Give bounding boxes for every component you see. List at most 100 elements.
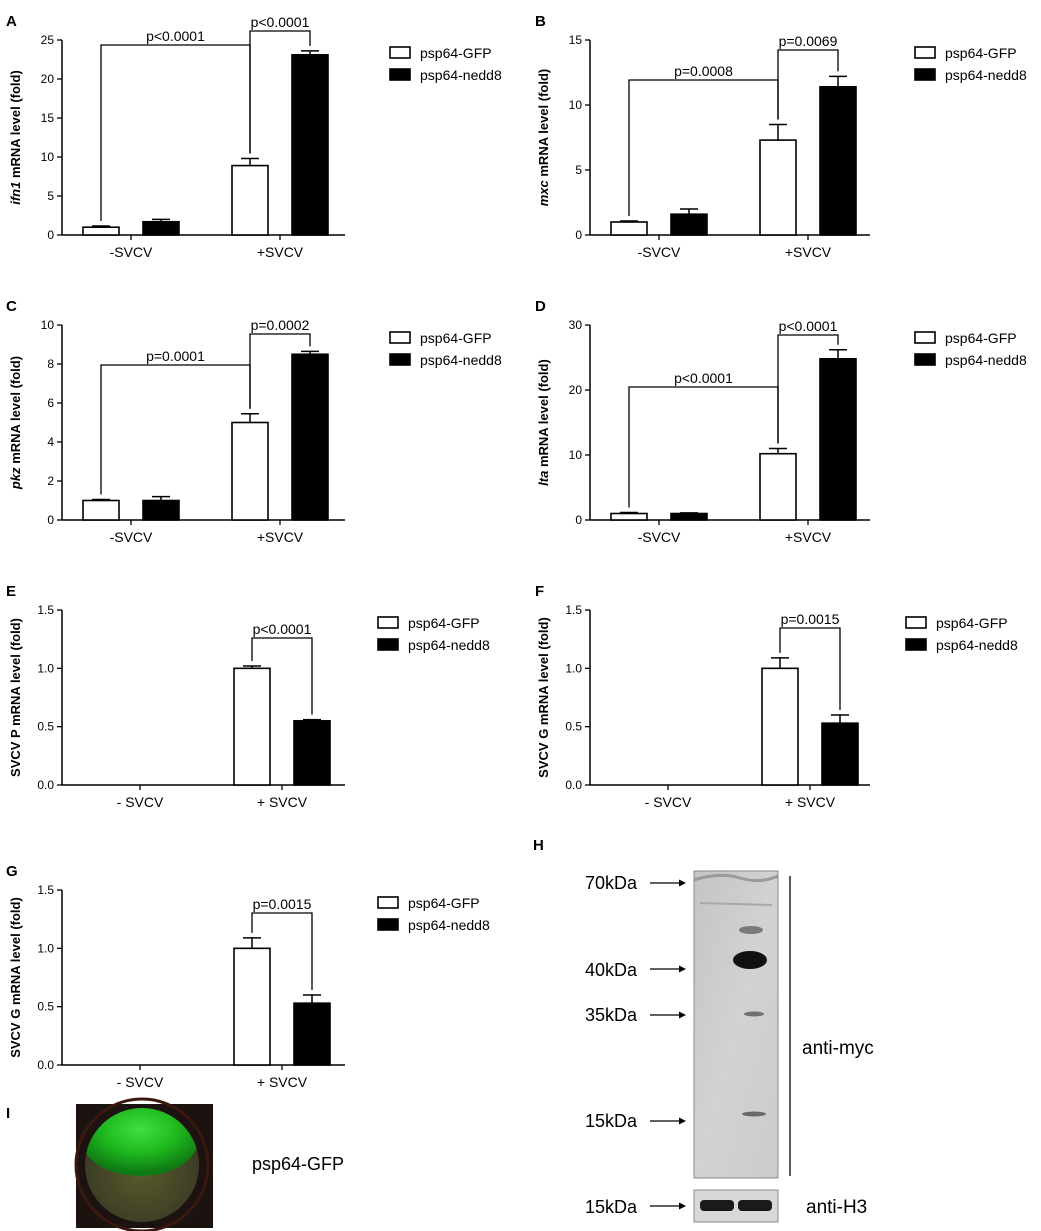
- legend-swatch: [377, 638, 399, 651]
- x-tick-label: -SVCV: [110, 244, 153, 260]
- panel-letter: C: [6, 298, 17, 315]
- y-tick-label: 0.5: [565, 720, 582, 734]
- blot-membrane: [693, 870, 779, 1179]
- arrow-head-icon: [679, 1011, 686, 1019]
- p-value-label: p=0.0001: [146, 348, 205, 364]
- panel-letter-h: H: [533, 837, 544, 854]
- significance-bracket: [777, 49, 839, 120]
- x-tick-label: +SVCV: [257, 244, 304, 260]
- panel-letter: F: [535, 583, 544, 600]
- legend-swatch: [377, 918, 399, 931]
- y-tick-label: 0.0: [37, 778, 54, 792]
- chart-panel-c: C 0 2 4 6 8 10 pkz mRNA level (fold) -SVCV +SVCV p…: [6, 298, 502, 545]
- significance-bracket: [100, 364, 251, 495]
- y-tick-label: 1.5: [37, 603, 54, 617]
- x-tick-label: + SVCV: [257, 794, 308, 810]
- bar: [293, 720, 331, 786]
- blot-band-70: [699, 902, 773, 906]
- y-tick-label: 20: [41, 72, 55, 86]
- loading-label-anti-h3: anti-H3: [806, 1197, 867, 1218]
- chorion-ring: [74, 1097, 210, 1231]
- blot-marker-40: 40kDa: [585, 960, 686, 980]
- significance-bracket: [251, 912, 313, 990]
- y-tick-label: 0: [47, 513, 54, 527]
- blot-marker-label: 15kDa: [585, 1111, 638, 1131]
- bar: [670, 213, 708, 236]
- panel-letter: B: [535, 13, 546, 30]
- y-tick-label: 4: [47, 435, 54, 449]
- legend-swatch: [914, 353, 936, 366]
- bar: [291, 54, 329, 236]
- y-tick-label: 10: [41, 150, 55, 164]
- y-axis-label: mxc mRNA level (fold): [536, 69, 551, 207]
- bar: [293, 1002, 331, 1066]
- legend-label: psp64-nedd8: [408, 917, 490, 933]
- legend-label: psp64-nedd8: [936, 637, 1018, 653]
- p-value-label: p=0.0015: [253, 896, 312, 912]
- legend-label: psp64-nedd8: [945, 67, 1027, 83]
- y-tick-label: 5: [575, 163, 582, 177]
- x-tick-label: -SVCV: [638, 529, 681, 545]
- y-axis-label: SVCV G mRNA level (fold): [536, 617, 551, 778]
- y-tick-label: 25: [41, 33, 55, 47]
- legend-label: psp64-nedd8: [420, 67, 502, 83]
- y-tick-label: 6: [47, 396, 54, 410]
- y-tick-label: 10: [569, 448, 583, 462]
- significance-bracket: [779, 627, 841, 710]
- panel-letter: G: [6, 863, 18, 880]
- legend-swatch: [389, 68, 411, 81]
- significance-bracket: [251, 637, 313, 715]
- significance-bracket: [628, 79, 779, 216]
- y-tick-label: 15: [41, 111, 55, 125]
- p-value-label: p<0.0001: [674, 370, 733, 386]
- y-tick-label: 0.0: [37, 1058, 54, 1072]
- legend-swatch: [905, 638, 927, 651]
- legend-swatch: [389, 46, 411, 59]
- arrow-head-icon: [679, 1117, 686, 1125]
- significance-bracket: [100, 44, 251, 222]
- y-axis-label: lta mRNA level (fold): [536, 359, 551, 486]
- y-tick-label: 0.0: [565, 778, 582, 792]
- y-axis-label: SVCV P mRNA level (fold): [8, 618, 23, 777]
- x-tick-label: -SVCV: [110, 529, 153, 545]
- x-tick-label: +SVCV: [785, 529, 832, 545]
- y-tick-label: 1.0: [37, 661, 54, 675]
- p-value-label: p=0.0015: [781, 611, 840, 627]
- x-tick-label: + SVCV: [785, 794, 836, 810]
- y-tick-label: 0: [47, 228, 54, 242]
- bar: [819, 86, 857, 236]
- y-tick-label: 1.0: [565, 661, 582, 675]
- chart-panel-b: B 0 5 10 15 mxc mRNA level (fold) -SVCV +SVCV p=…: [535, 13, 1027, 260]
- p-value-label: p=0.0008: [674, 63, 733, 79]
- panel-letter-i: I: [6, 1105, 10, 1122]
- legend-swatch: [389, 353, 411, 366]
- x-tick-label: +SVCV: [785, 244, 832, 260]
- arrow-head-icon: [679, 1202, 686, 1210]
- blot-marker-35: 35kDa: [585, 1005, 686, 1025]
- fluorescence-panel: I psp64-GFP: [6, 1097, 344, 1231]
- y-tick-label: 1.5: [565, 603, 582, 617]
- blot-marker-15: 15kDa: [585, 1111, 686, 1131]
- blot-marker-label: 35kDa: [585, 1005, 638, 1025]
- y-tick-label: 2: [47, 474, 54, 488]
- significance-bracket: [777, 334, 839, 444]
- blot-band-40: [733, 951, 767, 969]
- significance-bracket: [249, 30, 311, 154]
- blot-label-anti-myc: anti-myc: [802, 1038, 874, 1059]
- bar: [82, 226, 120, 236]
- legend-swatch: [914, 46, 936, 59]
- bar: [759, 139, 797, 236]
- bar: [610, 221, 648, 236]
- blot-band-15: [742, 1111, 766, 1117]
- legend-label: psp64-GFP: [420, 45, 492, 61]
- bar: [610, 512, 648, 521]
- chart-panel-f: F 0.0 0.5 1.0 1.5 SVCV G mRNA level (fold) - S…: [535, 583, 1018, 810]
- bar: [82, 499, 120, 521]
- bar: [231, 421, 269, 521]
- panel-letter: D: [535, 298, 546, 315]
- bar: [670, 512, 708, 521]
- legend-label: psp64-GFP: [408, 615, 480, 631]
- y-tick-label: 30: [569, 318, 583, 332]
- loading-band-2: [738, 1200, 772, 1211]
